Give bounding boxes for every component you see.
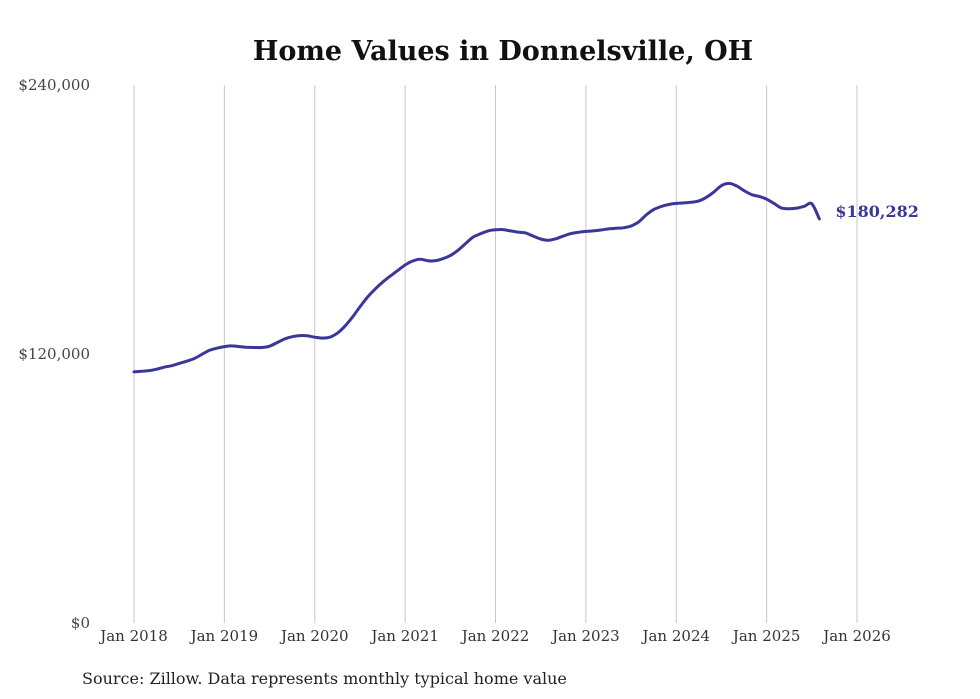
latest-value-label: $180,282 — [835, 202, 919, 221]
home-value-series-line — [132, 181, 821, 374]
x-tick-label: Jan 2023 — [550, 627, 620, 645]
y-tick-label: $120,000 — [18, 345, 90, 363]
x-tick-label: Jan 2022 — [460, 627, 530, 645]
x-axis-tick-labels: Jan 2018 Jan 2019 Jan 2020 Jan 2021 Jan 2022… — [98, 627, 891, 645]
y-tick-label: $240,000 — [18, 76, 90, 94]
x-tick-label: Jan 2018 — [98, 627, 168, 645]
source-note: Source: Zillow. Data represents monthly … — [82, 669, 567, 688]
chart-title: Home Values in Donnelsville, OH — [253, 36, 753, 67]
x-tick-label: Jan 2020 — [279, 627, 349, 645]
vertical-gridlines — [133, 85, 858, 623]
x-tick-label: Jan 2024 — [640, 627, 710, 645]
y-axis-tick-labels: $0 $120,000 $240,000 — [18, 76, 90, 632]
x-tick-label: Jan 2025 — [731, 627, 801, 645]
y-tick-label: $0 — [71, 614, 90, 632]
x-tick-label: Jan 2021 — [369, 627, 439, 645]
x-tick-label: Jan 2019 — [189, 627, 259, 645]
x-tick-label: Jan 2026 — [821, 627, 891, 645]
